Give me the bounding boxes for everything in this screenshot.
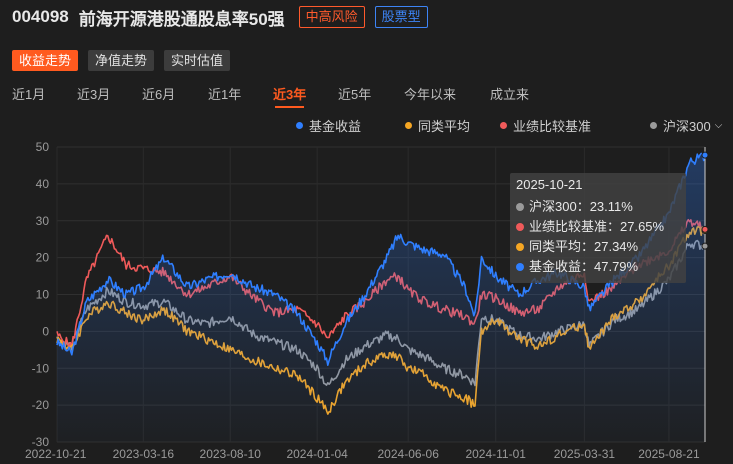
period-tab-1y[interactable]: 近1年 — [208, 87, 242, 102]
chevron-down-icon[interactable]: ⌵ — [714, 120, 723, 131]
period-tab-3y[interactable]: 近3年 — [273, 87, 307, 108]
tab-return-trend[interactable]: 收益走势 — [12, 50, 79, 71]
series-line-fund-return[interactable] — [56, 152, 706, 366]
legend-label: 沪深300 — [663, 119, 711, 134]
tooltip-row-peer-average: 同类平均：27.34% — [516, 237, 680, 257]
series-dot-icon — [516, 243, 524, 251]
tooltip-row-benchmark: 业绩比较基准：27.65% — [516, 217, 680, 237]
risk-level-badge: 中高风险 — [298, 6, 365, 28]
hover-point — [701, 225, 709, 233]
fund-name: 前海开源港股通股息率50强 — [78, 9, 285, 29]
legend-peer-average[interactable]: 同类平均 — [405, 116, 470, 135]
legend-csi300[interactable]: 沪深300 ⌵ — [650, 116, 722, 135]
x-tick-label: 2023-03-16 — [113, 447, 175, 461]
legend-label: 业绩比较基准 — [513, 119, 592, 134]
legend-dot-icon — [500, 122, 507, 129]
series-dot-icon — [516, 263, 524, 271]
legend-benchmark[interactable]: 业绩比较基准 — [500, 116, 591, 135]
tab-nav-trend[interactable]: 净值走势 — [88, 50, 155, 71]
fund-type-badge: 股票型 — [374, 6, 428, 28]
legend-dot-icon — [650, 122, 657, 129]
fund-code: 004098 — [12, 7, 69, 26]
y-tick-label: 0 — [42, 324, 49, 338]
y-tick-label: -20 — [32, 398, 50, 412]
legend-label: 基金收益 — [309, 119, 362, 134]
chart-legend: 基金收益 同类平均 业绩比较基准 沪深300 ⌵ — [0, 116, 733, 135]
y-tick-label: 40 — [36, 177, 50, 191]
series-dot-icon — [516, 203, 524, 211]
legend-label: 同类平均 — [418, 119, 471, 134]
y-tick-label: -10 — [32, 361, 50, 375]
tooltip-row-fund-return: 基金收益：47.79% — [516, 257, 680, 277]
legend-fund-return[interactable]: 基金收益 — [296, 116, 361, 135]
series-dot-icon — [516, 223, 524, 231]
tooltip-value: 沪深300：23.11% — [529, 199, 633, 214]
series-area-fund-return — [57, 153, 705, 442]
legend-dot-icon — [296, 122, 303, 129]
tab-realtime-estimate[interactable]: 实时估值 — [164, 50, 231, 71]
y-tick-label: 10 — [36, 288, 50, 302]
x-tick-label: 2022-10-21 — [25, 447, 87, 461]
tooltip-date: 2025-10-21 — [516, 177, 583, 192]
tooltip-value: 基金收益：47.79% — [529, 259, 639, 274]
period-tab-1m[interactable]: 近1月 — [12, 87, 46, 102]
x-tick-label: 2024-11-01 — [465, 447, 526, 461]
tooltip-value: 业绩比较基准：27.65% — [529, 219, 665, 234]
y-tick-label: 30 — [36, 214, 50, 228]
period-tab-since-inception[interactable]: 成立来 — [490, 87, 530, 102]
x-tick-label: 2025-08-21 — [638, 447, 700, 461]
y-tick-label: 20 — [36, 251, 50, 265]
y-tick-label: 50 — [36, 140, 50, 154]
x-tick-label: 2025-03-31 — [554, 447, 616, 461]
period-tab-6m[interactable]: 近6月 — [142, 87, 176, 102]
chart-tooltip: 2025-10-21 沪深300：23.11% 业绩比较基准：27.65% 同类… — [510, 173, 686, 283]
x-tick-label: 2024-06-06 — [378, 447, 440, 461]
period-tab-5y[interactable]: 近5年 — [338, 87, 372, 102]
tooltip-value: 同类平均：27.34% — [529, 239, 639, 254]
view-tabs: 收益走势 净值走势 实时估值 — [12, 50, 231, 71]
x-tick-label: 2023-08-10 — [200, 447, 262, 461]
period-tab-ytd[interactable]: 今年以来 — [404, 87, 457, 102]
tooltip-row-csi300: 沪深300：23.11% — [516, 197, 680, 217]
legend-dot-icon — [405, 122, 412, 129]
y-tick-label: -30 — [32, 435, 50, 449]
hover-point — [701, 242, 709, 250]
x-tick-label: 2024-01-04 — [286, 447, 348, 461]
period-tab-3m[interactable]: 近3月 — [77, 87, 111, 102]
fund-header: 004098 前海开源港股通股息率50强 中高风险 股票型 — [12, 6, 428, 29]
hover-point — [701, 151, 709, 159]
